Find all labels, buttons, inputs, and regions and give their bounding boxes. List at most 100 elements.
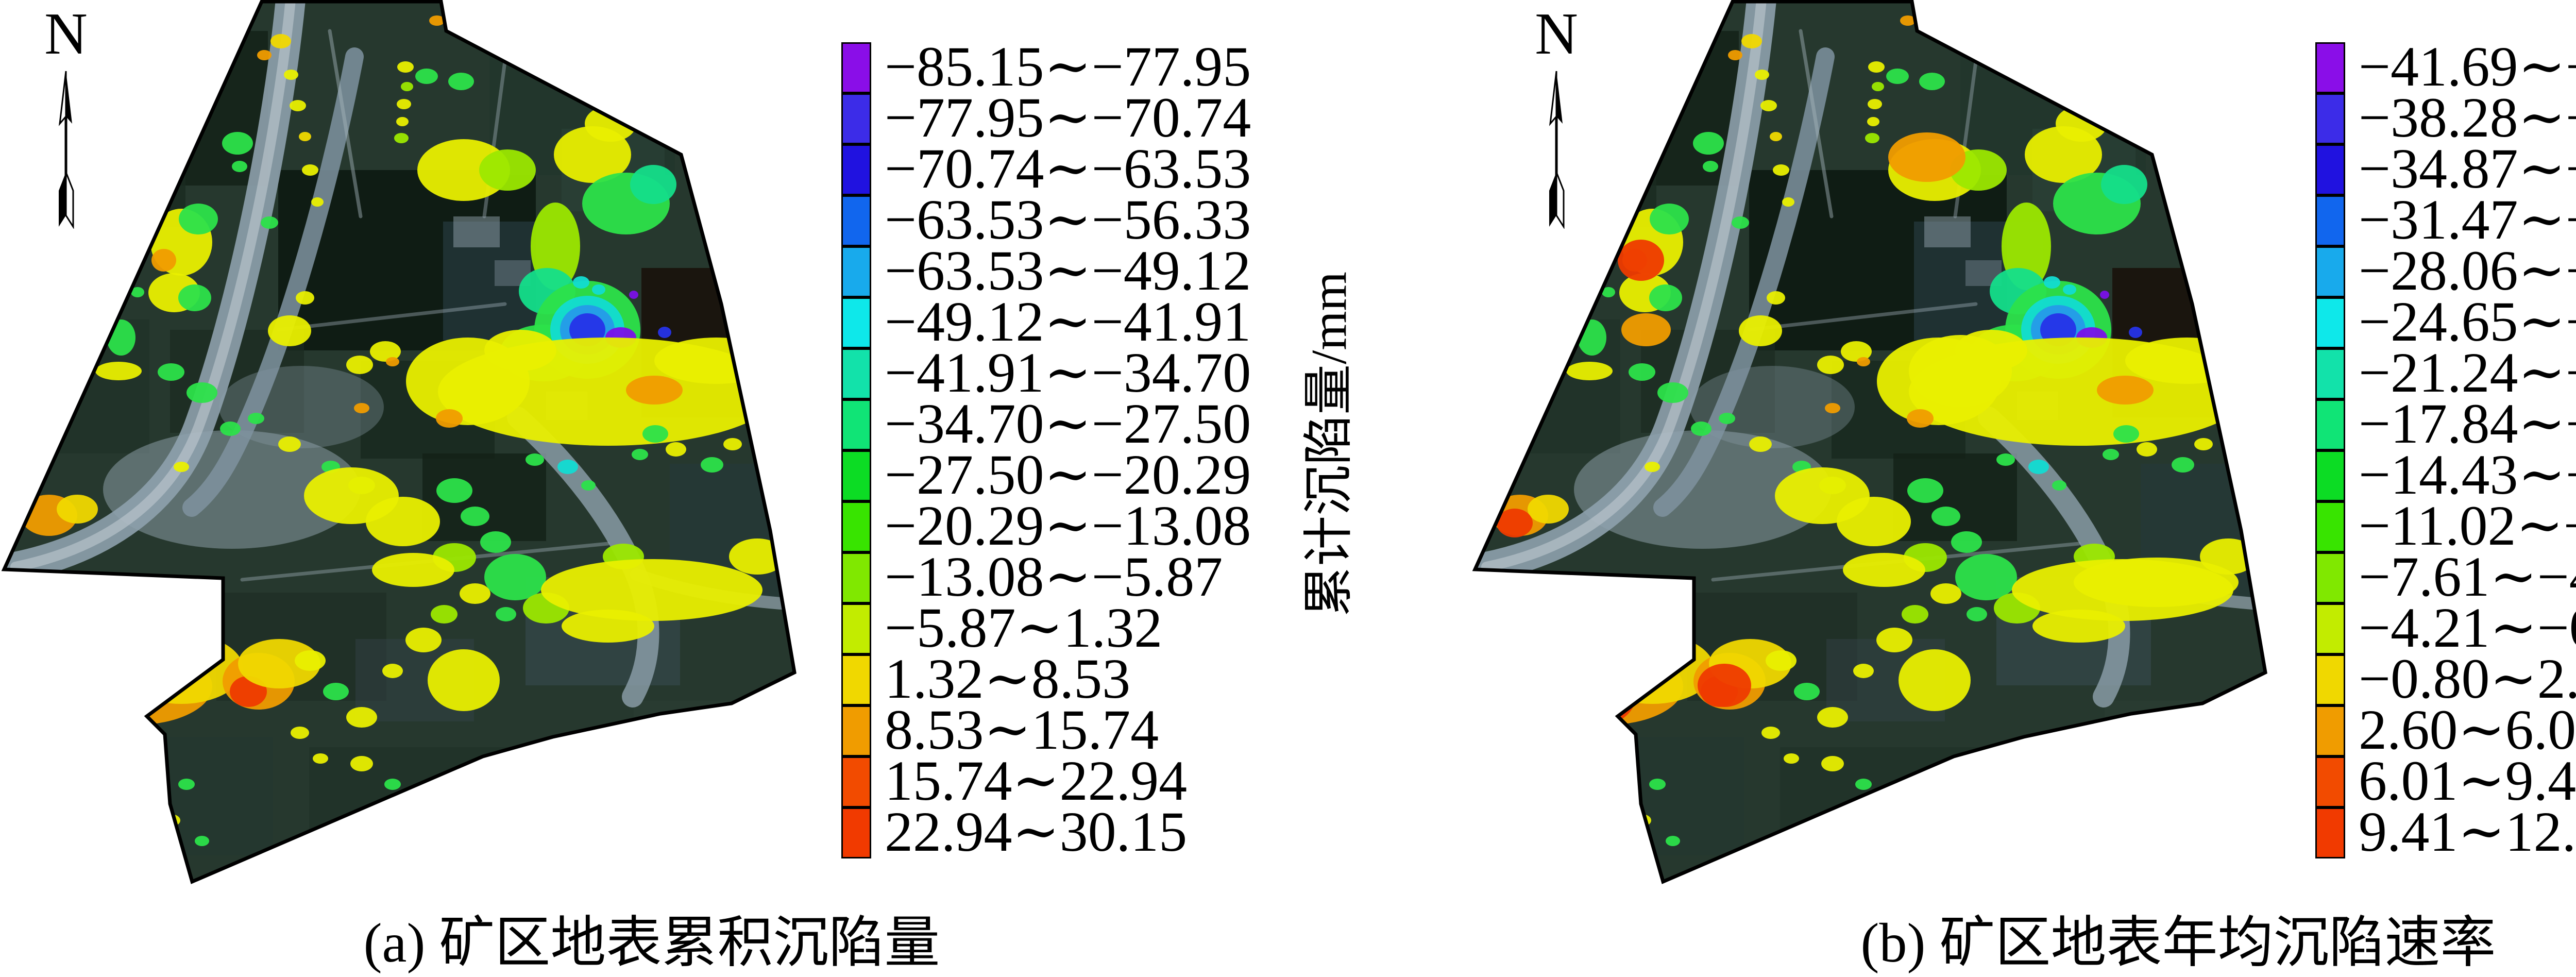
legend-row: −27.50∼−20.29 bbox=[841, 446, 1251, 503]
deformation-patch bbox=[1955, 554, 2017, 600]
deformation-patch bbox=[257, 50, 272, 60]
deformation-patch bbox=[1728, 50, 1742, 60]
deformation-patch bbox=[88, 714, 151, 749]
deformation-patch bbox=[248, 413, 264, 424]
deformation-patch bbox=[428, 649, 500, 711]
satellite-basemap bbox=[4, 2, 794, 882]
deformation-patch bbox=[2097, 376, 2154, 405]
legend-color-swatch bbox=[841, 552, 871, 603]
deformation-patch bbox=[1872, 82, 1884, 91]
deformation-patch bbox=[1867, 117, 1879, 126]
deformation-patch bbox=[1930, 583, 1961, 604]
legend-row: 22.94∼30.15 bbox=[841, 803, 1251, 860]
deformation-patch bbox=[1650, 204, 1689, 234]
legend-row: −49.12∼−41.91 bbox=[841, 293, 1251, 350]
deformation-patch bbox=[2194, 438, 2213, 450]
deformation-patch bbox=[302, 164, 318, 176]
north-arrow-icon bbox=[58, 71, 74, 229]
legend-row: −85.15∼−77.95 bbox=[841, 35, 1251, 98]
legend-color-swatch bbox=[2315, 195, 2345, 246]
deformation-patch bbox=[222, 132, 253, 155]
legend-b: −41.69∼−38.28−38.28∼−34.87−34.87∼−31.47−… bbox=[2315, 38, 2576, 860]
north-label-b: N bbox=[1535, 1, 1578, 67]
legend-range-label: −77.95∼−70.74 bbox=[885, 86, 1251, 149]
deformation-patch bbox=[178, 779, 195, 790]
deformation-patch bbox=[232, 161, 247, 172]
deformation-patch bbox=[57, 495, 98, 524]
deformation-patch bbox=[1767, 291, 1785, 305]
deformation-patch bbox=[158, 363, 184, 381]
deformation-patch bbox=[313, 753, 328, 764]
deformation-patch bbox=[581, 480, 596, 491]
compass-north-b: N bbox=[1524, 4, 1588, 229]
deformation-patch bbox=[1703, 161, 1718, 172]
legend-row: −70.74∼−63.53 bbox=[841, 137, 1251, 200]
deformation-patch bbox=[1868, 99, 1882, 109]
legend-row: −17.84∼−14.43 bbox=[2315, 395, 2576, 452]
deformation-patch bbox=[1649, 284, 1682, 311]
legend-range-label: −34.70∼−27.50 bbox=[885, 392, 1251, 455]
deformation-patch bbox=[178, 284, 211, 311]
deformation-patch bbox=[1602, 287, 1615, 297]
deformation-patch bbox=[683, 140, 700, 151]
deformation-patch bbox=[1621, 313, 1671, 346]
legend-color-swatch bbox=[841, 348, 871, 399]
legend-row: 15.74∼22.94 bbox=[841, 749, 1251, 812]
deformation-patch bbox=[701, 457, 723, 473]
legend-color-swatch bbox=[2315, 603, 2345, 654]
legend-row: −0.80∼2.60 bbox=[2315, 647, 2576, 710]
legend-row: −38.28∼−34.87 bbox=[2315, 89, 2576, 146]
deformation-patch bbox=[1817, 356, 1844, 374]
deformation-patch bbox=[296, 291, 314, 305]
legend-color-swatch bbox=[841, 42, 871, 93]
deformation-patch bbox=[1618, 240, 1664, 281]
deformation-patch bbox=[1931, 507, 1960, 526]
legend-range-label: −70.74∼−63.53 bbox=[885, 137, 1251, 200]
deformation-patch bbox=[2113, 425, 2139, 443]
deformation-patch bbox=[417, 139, 510, 201]
deformation-patch bbox=[2154, 140, 2171, 151]
legend-row: 8.53∼15.74 bbox=[841, 701, 1251, 758]
deformation-patch bbox=[1837, 497, 1911, 546]
deformation-patch bbox=[655, 112, 676, 127]
legend-color-swatch bbox=[841, 654, 871, 705]
deformation-patch bbox=[1782, 197, 1794, 207]
deformation-patch bbox=[1841, 341, 1872, 362]
river-band bbox=[1653, 47, 1835, 517]
legend-color-swatch bbox=[841, 144, 871, 195]
deformation-patch bbox=[436, 478, 472, 503]
deformation-patch bbox=[666, 442, 686, 457]
legend-row: −28.06∼−24.65 bbox=[2315, 242, 2576, 299]
legend-color-swatch bbox=[2315, 450, 2345, 501]
deformation-patch bbox=[1599, 789, 1613, 800]
legend-range-label: −0.80∼2.60 bbox=[2359, 647, 2576, 710]
deformation-patch bbox=[2052, 480, 2066, 491]
deformation-patch bbox=[179, 204, 218, 234]
terrain-field bbox=[1595, 31, 1739, 186]
deformation-patch bbox=[1645, 462, 1660, 472]
legend-color-swatch bbox=[2315, 807, 2345, 858]
deformation-patch bbox=[1755, 70, 1769, 80]
legend-range-label: −85.15∼−77.95 bbox=[885, 35, 1251, 98]
legend-range-label: −34.87∼−31.47 bbox=[2359, 137, 2576, 200]
deformation-patch bbox=[145, 762, 166, 776]
deformation-patch bbox=[642, 425, 668, 443]
deformation-patch bbox=[346, 707, 377, 728]
deformation-patch bbox=[2044, 276, 2060, 289]
deformation-patch bbox=[2101, 165, 2147, 204]
deformation-patch bbox=[268, 315, 311, 346]
legend-color-swatch bbox=[2315, 246, 2345, 297]
legend-row: 9.41∼12.82 bbox=[2315, 803, 2576, 860]
deformation-patch bbox=[2129, 327, 2142, 338]
deformation-patch bbox=[396, 117, 409, 126]
deformation-patch bbox=[573, 276, 589, 289]
legend-range-label: 15.74∼22.94 bbox=[885, 749, 1188, 812]
legend-row: −7.61∼−4.21 bbox=[2315, 548, 2576, 605]
deformation-patch bbox=[372, 553, 454, 587]
legend-row: −11.02∼−7.61 bbox=[2315, 497, 2576, 554]
deformation-patch bbox=[278, 436, 301, 452]
legend-row: −34.70∼−27.50 bbox=[841, 392, 1251, 455]
deformation-patch bbox=[151, 249, 176, 272]
deformation-patch bbox=[185, 86, 210, 103]
